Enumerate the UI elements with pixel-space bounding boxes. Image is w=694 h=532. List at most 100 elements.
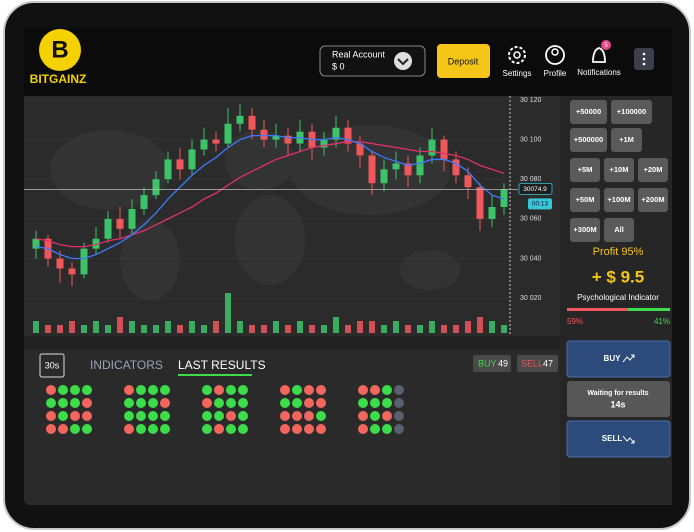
indicator-title: Psychological Indicator: [577, 293, 659, 302]
amount-button[interactable]: [570, 128, 607, 152]
result-dot: [124, 398, 134, 408]
tab-active[interactable]: LAST RESULTS: [178, 358, 266, 372]
volume-bar: [45, 325, 51, 333]
results-grid: [46, 385, 404, 434]
result-dot: [226, 398, 236, 408]
volume-bar: [453, 325, 459, 333]
notification-count: 5: [604, 43, 608, 49]
amount-label: +200M: [641, 195, 664, 204]
result-dot: [214, 398, 224, 408]
buy-button[interactable]: [566, 340, 671, 378]
result-dot: [46, 411, 56, 421]
candle-body: [332, 127, 340, 140]
amount-button[interactable]: [570, 100, 607, 124]
result-dot: [148, 411, 158, 421]
volume-bar: [93, 321, 99, 333]
timer: 14s: [610, 399, 625, 409]
sell-button[interactable]: [566, 420, 671, 458]
volume-bar: [345, 325, 351, 333]
period: 30s: [45, 360, 60, 370]
tab[interactable]: INDICATORS: [90, 358, 163, 372]
amount-button[interactable]: [611, 100, 652, 124]
volume-bar: [285, 325, 291, 333]
amount-label: +100000: [617, 107, 646, 116]
candle-body: [80, 248, 88, 275]
volume-bar: [321, 325, 327, 333]
result-dot: [292, 385, 302, 395]
account-label: Real Account: [332, 49, 386, 59]
volume-bar: [225, 293, 231, 333]
amount-buttons: +50000 +100000 +500000 +1M +5M +10M +20M +50M +1…: [570, 100, 668, 242]
balance: $ 0: [332, 61, 345, 71]
amount-button[interactable]: [638, 188, 668, 212]
profile-icon[interactable]: [545, 45, 565, 65]
candle-body: [248, 115, 256, 130]
candle-body: [404, 163, 412, 176]
payout: + $ 9.5: [592, 267, 644, 286]
result-dot: [58, 411, 68, 421]
volume-bar: [273, 321, 279, 333]
result-dot: [124, 385, 134, 395]
amount-button[interactable]: [638, 158, 668, 182]
sell-label: SELL: [521, 358, 543, 368]
y-tick-label: 30 040: [520, 255, 542, 262]
volume-bar: [249, 325, 255, 333]
volume-bar: [417, 325, 423, 333]
amount-button[interactable]: [570, 158, 600, 182]
menu-dot: [642, 62, 646, 66]
volume-bar: [237, 321, 243, 333]
amount-button[interactable]: [611, 128, 642, 152]
result-dot: [370, 411, 380, 421]
result-dot: [46, 424, 56, 434]
candle-body: [320, 139, 328, 148]
amount-label: +50000: [576, 107, 601, 116]
result-dot: [160, 398, 170, 408]
indicator-bar: [627, 308, 670, 311]
candle-body: [428, 139, 436, 156]
settings-icon[interactable]: [508, 46, 526, 64]
volume-bar: [141, 325, 147, 333]
volume-bar: [489, 321, 495, 333]
result-dot: [124, 424, 134, 434]
result-dot: [382, 411, 392, 421]
candle-body: [68, 268, 76, 275]
amount-button[interactable]: [604, 188, 634, 212]
volume-bar: [105, 325, 111, 333]
result-dot: [394, 385, 404, 395]
result-dot: [160, 385, 170, 395]
buy-label: BUY: [478, 358, 497, 368]
result-dot: [136, 424, 146, 434]
deposit-label: Deposit: [448, 56, 479, 66]
sell-count: 47: [543, 358, 553, 368]
period-button[interactable]: [39, 353, 65, 378]
amount-button[interactable]: [570, 218, 600, 242]
result-dot: [202, 424, 212, 434]
amount-button[interactable]: [604, 218, 634, 242]
result-dot: [160, 424, 170, 434]
result-dot: [316, 424, 326, 434]
indicator: 59% 41%: [567, 308, 670, 326]
candle-body: [56, 258, 64, 269]
volume-bar: [357, 321, 363, 333]
result-dot: [58, 398, 68, 408]
candle-body: [176, 159, 184, 170]
deposit-button[interactable]: [437, 44, 490, 78]
volume-bar: [369, 321, 375, 333]
profit: Profit 95%: [593, 246, 644, 258]
candle-body: [380, 169, 388, 184]
result-dot: [202, 385, 212, 395]
candle-body: [236, 115, 244, 124]
candle-body: [104, 218, 112, 239]
volume-bar: [177, 325, 183, 333]
amount-button[interactable]: [604, 158, 634, 182]
amount-label: +50M: [576, 195, 595, 204]
bell-icon[interactable]: [592, 47, 606, 63]
volume-bar: [69, 321, 75, 333]
volume-bar: [189, 321, 195, 333]
result-dot: [136, 411, 146, 421]
result-dot: [148, 385, 158, 395]
nav-label: Profile: [544, 69, 567, 78]
amount-button[interactable]: [570, 188, 600, 212]
amount-label: +10M: [610, 165, 629, 174]
candle-body: [392, 163, 400, 170]
